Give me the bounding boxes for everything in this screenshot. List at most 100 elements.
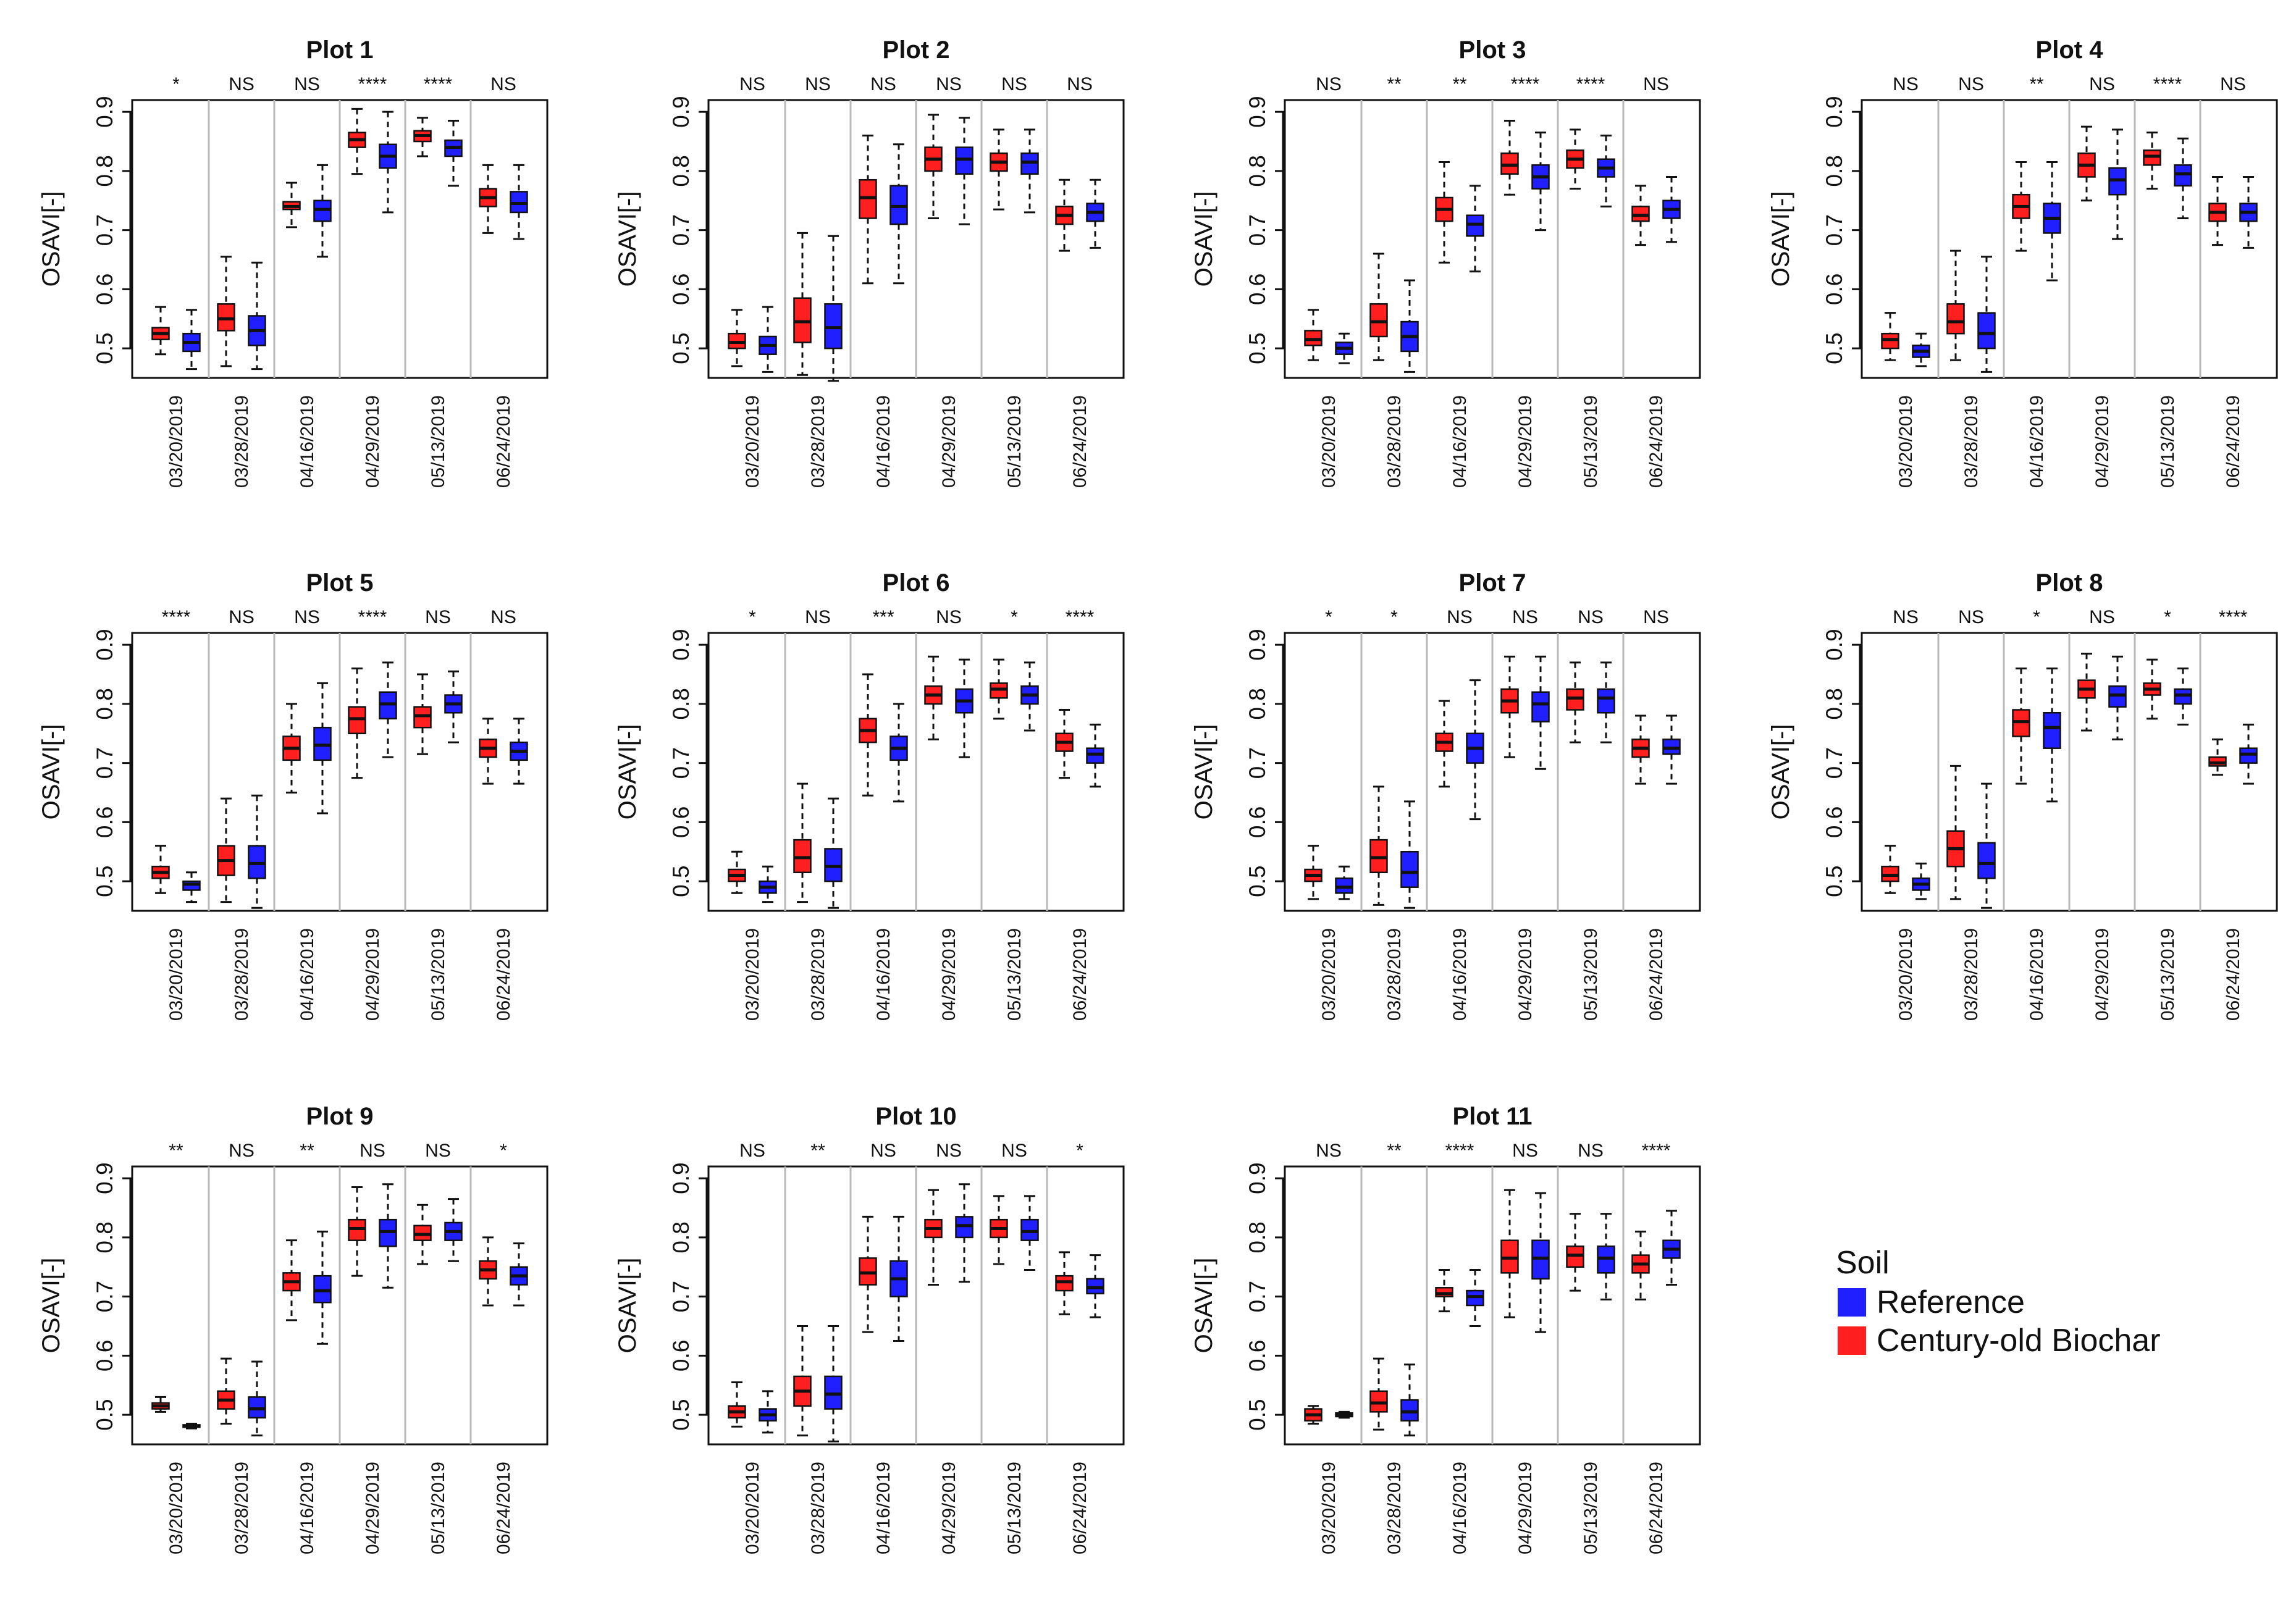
x-tick-label: 06/24/2019 bbox=[494, 395, 514, 488]
y-tick-label: 0.8 bbox=[1822, 155, 1847, 186]
biochar-box bbox=[793, 782, 812, 903]
biochar-box bbox=[924, 655, 943, 740]
biochar-box bbox=[2012, 161, 2030, 252]
x-tick-label: 03/28/2019 bbox=[1961, 395, 1982, 488]
x-tick-label: 05/13/2019 bbox=[428, 928, 448, 1021]
biochar-box bbox=[1500, 655, 1519, 758]
y-axis-label: OSAVI[-] bbox=[38, 191, 65, 287]
x-tick-label: 05/13/2019 bbox=[428, 1462, 448, 1554]
y-tick-label: 0.9 bbox=[92, 1162, 117, 1194]
reference-box bbox=[313, 682, 332, 814]
x-tick-label: 03/28/2019 bbox=[1961, 928, 1982, 1021]
y-tick-label: 0.8 bbox=[1245, 1221, 1270, 1253]
x-tick-label: 03/20/2019 bbox=[1896, 928, 1916, 1021]
x-tick-label: 03/28/2019 bbox=[232, 395, 252, 488]
reference-box bbox=[1531, 132, 1550, 232]
y-tick-label: 0.8 bbox=[92, 1221, 117, 1253]
chart-title: Plot 2 bbox=[883, 36, 950, 64]
significance-label: * bbox=[2164, 607, 2171, 627]
biochar-box bbox=[1500, 1189, 1519, 1318]
x-tick-label: 04/29/2019 bbox=[2092, 928, 2113, 1021]
chart-panel-9: Plot 9 OSAVI[-] 0.5 0.6 0.7 0.8 0.9 ** 03/20/201… bbox=[38, 1103, 549, 1554]
y-tick-label: 0.6 bbox=[1822, 806, 1847, 838]
x-tick-label: 03/20/2019 bbox=[166, 928, 187, 1021]
legend-label: Reference bbox=[1877, 1284, 2025, 1320]
biochar-box bbox=[1435, 700, 1453, 788]
reference-box bbox=[1531, 1192, 1550, 1333]
box-iqr bbox=[1400, 851, 1419, 888]
biochar-box bbox=[348, 107, 366, 175]
biochar-box bbox=[413, 1204, 432, 1265]
reference-box bbox=[1400, 279, 1419, 373]
x-tick-label: 05/13/2019 bbox=[1581, 1462, 1601, 1554]
biochar-box bbox=[348, 667, 366, 779]
biochar-box bbox=[1369, 253, 1388, 361]
significance-label: **** bbox=[358, 74, 387, 94]
y-tick-label: 0.5 bbox=[1245, 865, 1270, 897]
reference-box bbox=[510, 718, 528, 785]
reference-box bbox=[379, 111, 397, 214]
y-tick-label: 0.9 bbox=[668, 629, 694, 660]
biochar-box bbox=[859, 134, 877, 285]
significance-label: **** bbox=[1576, 74, 1605, 94]
significance-label: NS bbox=[1958, 607, 1984, 627]
biochar-box bbox=[1631, 1230, 1650, 1300]
x-tick-label: 03/20/2019 bbox=[166, 395, 187, 488]
y-axis-label: OSAVI[-] bbox=[38, 724, 65, 820]
x-tick-label: 05/13/2019 bbox=[1004, 1462, 1025, 1554]
biochar-box bbox=[217, 797, 235, 903]
y-tick-label: 0.7 bbox=[668, 214, 694, 246]
y-tick-label: 0.7 bbox=[1822, 214, 1847, 246]
reference-box bbox=[182, 1422, 201, 1430]
biochar-box bbox=[990, 658, 1008, 720]
chart-title: Plot 6 bbox=[883, 569, 950, 597]
significance-label: * bbox=[172, 74, 180, 94]
y-axis-label: OSAVI[-] bbox=[1190, 191, 1217, 287]
reference-box bbox=[2108, 128, 2127, 240]
significance-label: NS bbox=[490, 607, 516, 627]
significance-label: NS bbox=[1578, 607, 1604, 627]
reference-box bbox=[510, 164, 528, 240]
biochar-box bbox=[413, 673, 432, 755]
biochar-box bbox=[1946, 249, 1965, 361]
significance-label: NS bbox=[294, 607, 320, 627]
biochar-box bbox=[1631, 185, 1650, 246]
significance-label: NS bbox=[1512, 607, 1538, 627]
y-tick-label: 0.9 bbox=[92, 96, 117, 127]
biochar-box bbox=[924, 114, 943, 219]
y-tick-label: 0.5 bbox=[1822, 865, 1847, 897]
biochar-box bbox=[282, 703, 301, 794]
chart-panel-5: Plot 5 OSAVI[-] 0.5 0.6 0.7 0.8 0.9 **** 03/20/2… bbox=[38, 569, 549, 1021]
y-tick-label: 0.6 bbox=[1245, 806, 1270, 838]
biochar-box bbox=[151, 845, 170, 894]
significance-label: NS bbox=[1893, 607, 1919, 627]
significance-label: NS bbox=[1001, 1141, 1027, 1161]
y-tick-label: 0.5 bbox=[92, 1399, 117, 1430]
x-tick-label: 06/24/2019 bbox=[1070, 395, 1090, 488]
y-tick-label: 0.6 bbox=[1822, 274, 1847, 305]
biochar-box bbox=[2077, 653, 2096, 732]
chart-panel-6: Plot 6 OSAVI[-] 0.5 0.6 0.7 0.8 0.9 * 03/20/2019… bbox=[614, 569, 1125, 1021]
biochar-box bbox=[1566, 1213, 1584, 1292]
x-tick-label: 06/24/2019 bbox=[1646, 1462, 1667, 1554]
x-tick-label: 05/13/2019 bbox=[1581, 395, 1601, 488]
reference-box bbox=[248, 261, 266, 371]
significance-label: NS bbox=[1578, 1141, 1604, 1161]
biochar-box bbox=[479, 164, 497, 234]
box-iqr bbox=[1977, 842, 1996, 879]
y-tick-label: 0.7 bbox=[1245, 1281, 1270, 1312]
biochar-box bbox=[479, 1236, 497, 1307]
y-tick-label: 0.5 bbox=[92, 865, 117, 897]
x-tick-label: 04/29/2019 bbox=[1515, 395, 1536, 488]
y-tick-label: 0.7 bbox=[92, 214, 117, 246]
box-iqr bbox=[1531, 691, 1550, 722]
significance-label: NS bbox=[1643, 74, 1669, 94]
reference-box bbox=[444, 670, 463, 743]
x-tick-label: 04/29/2019 bbox=[1515, 1462, 1536, 1554]
y-tick-label: 0.8 bbox=[668, 688, 694, 719]
x-tick-label: 03/20/2019 bbox=[1319, 928, 1339, 1021]
chart-panel-11: Plot 11 OSAVI[-] 0.5 0.6 0.7 0.8 0.9 NS 03/20/20… bbox=[1190, 1103, 1701, 1554]
biochar-box bbox=[2208, 738, 2227, 776]
reference-box bbox=[1662, 714, 1681, 785]
biochar-box bbox=[1881, 312, 1899, 361]
